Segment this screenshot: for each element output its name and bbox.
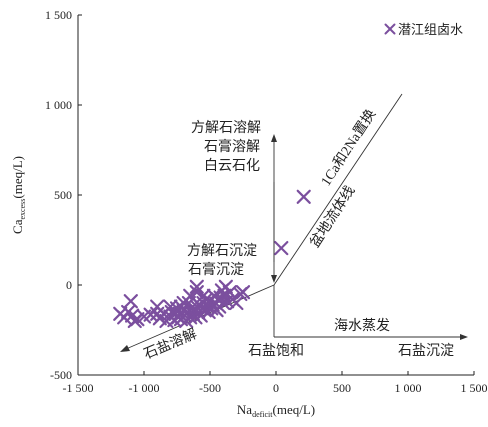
x-tick-label: 500 [333,381,351,395]
annotation-calcite-dissolution: 方解石溶解 [191,120,261,136]
data-point [163,299,178,314]
data-point [296,189,311,204]
y-axis-title: Caexcess(meq/L) [10,156,27,234]
data-points [113,189,311,329]
annotation-gypsum-precipitation: 石膏沉淀 [188,261,244,278]
y-tick-label: 1 000 [45,98,72,112]
y-tick-label: 500 [54,188,72,202]
x-tick-label: -1 000 [129,381,160,395]
data-point [274,241,289,256]
annotation-calcite-precipitation: 方解石沉淀 [187,243,257,259]
x-tick-label: -1 500 [63,381,94,395]
legend: 潜江组卤水 [384,22,463,37]
basin-fluid-line [273,93,403,286]
y-tick-label: 0 [66,278,72,292]
right-arrowhead-icon [460,334,468,340]
x-tick-label: -500 [199,381,221,395]
data-point [196,288,211,303]
y-axis-ticks: -500 0 500 1 000 1 500 [45,8,82,382]
x-tick-label: 1 500 [461,381,488,395]
annotation-halite-saturation: 石盐饱和 [248,343,304,359]
y-tick-label: -500 [50,368,72,382]
up-arrowhead-icon [271,134,277,142]
annotation-gypsum-dissolution: 石膏溶解 [204,138,260,155]
legend-label: 潜江组卤水 [398,22,463,37]
down-left-arrowhead-icon [120,345,130,352]
down-arrowhead-icon [271,275,277,283]
data-point [189,285,204,300]
data-point [229,295,244,311]
data-point [176,295,191,311]
data-point [189,279,204,294]
annotation-dolomitization: 白云石化 [204,158,260,174]
x-axis-title: Nadeficit(meq/L) [237,402,315,419]
annotation-seawater-evaporation: 海水蒸发 [334,318,390,334]
annotation-halite-precipitation: 石盐沉淀 [398,343,454,359]
annotation-basin-fluid-line: 盆地流体线 [307,183,359,250]
data-point [235,285,251,300]
x-axis-ticks: -1 500 -1 000 -500 0 500 1 000 1 500 [63,371,488,395]
data-point [150,299,165,314]
data-point [123,294,138,309]
process-guides [120,93,468,352]
annotation-ca-na-exchange: 1Ca和2Na置换 [317,106,379,189]
x-tick-label: 1 000 [395,381,422,395]
y-tick-label: 1 500 [45,8,72,22]
x-tick-label: 0 [273,381,279,395]
annotation-halite-dissolution: 石盐溶解 [142,326,200,363]
legend-marker-x-icon [384,23,396,35]
